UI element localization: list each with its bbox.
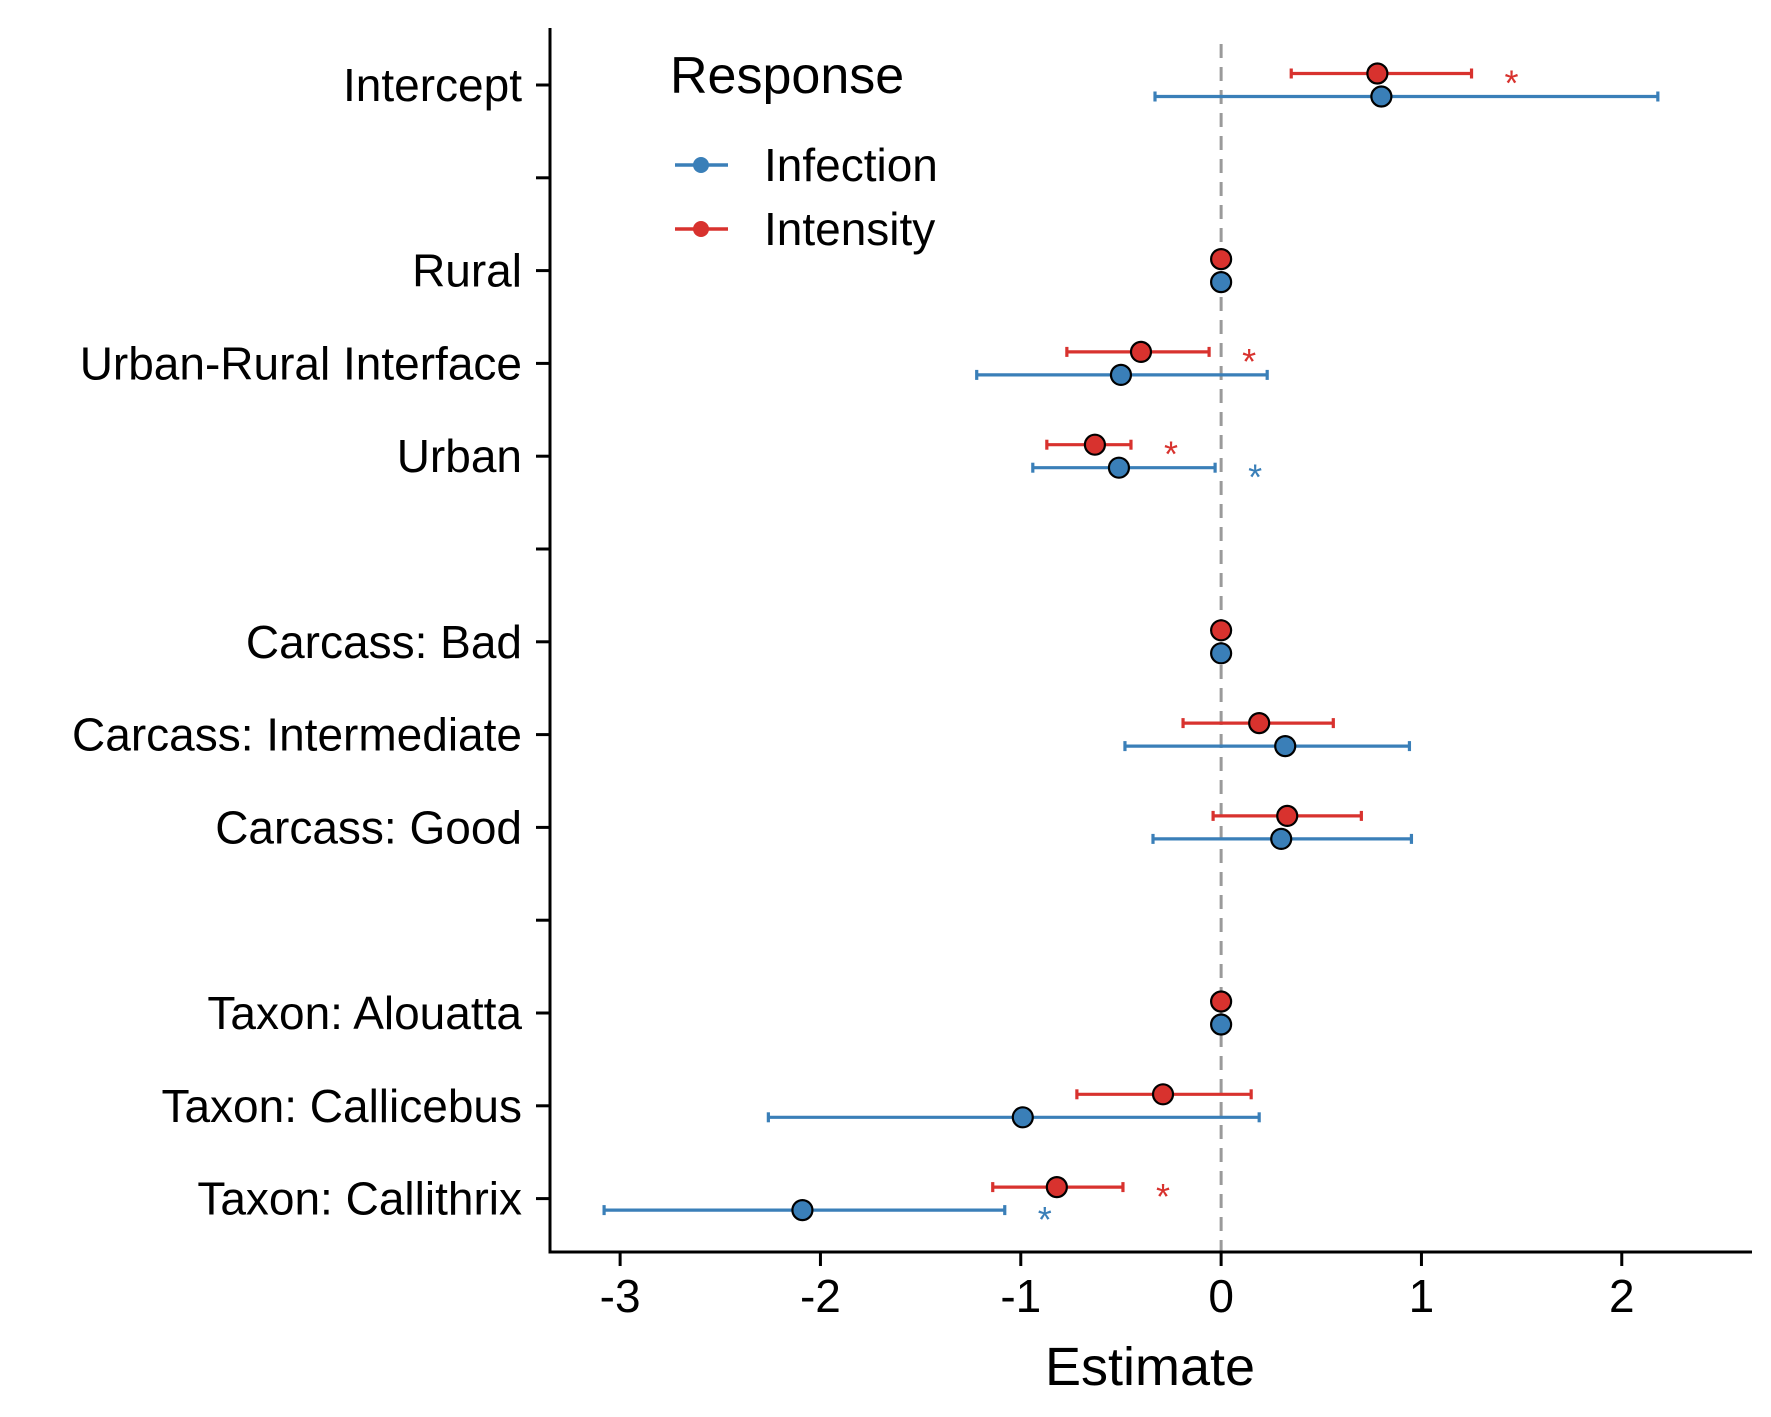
x-tick-label: 1 xyxy=(1409,1270,1435,1322)
plot-area: Intercept Rural Urban-Rural Interface Urban… xyxy=(72,28,1752,1322)
x-tick-label: 0 xyxy=(1208,1270,1234,1322)
intensity-point xyxy=(1045,1175,1068,1199)
x-tick-label: 2 xyxy=(1609,1270,1635,1322)
y-tick-label: Carcass: Intermediate xyxy=(72,709,522,761)
legend: Response Infection Intensity xyxy=(670,47,938,255)
legend-label-intensity: Intensity xyxy=(764,203,935,255)
intensity-significance-star: * xyxy=(1505,63,1519,104)
y-tick-label: Carcass: Good xyxy=(215,801,522,853)
y-tick-label: Taxon: Callithrix xyxy=(197,1173,522,1225)
infection-point xyxy=(1274,734,1297,758)
intensity-significance-star: * xyxy=(1242,341,1256,382)
y-tick-label: Urban-Rural Interface xyxy=(80,337,522,389)
infection-point xyxy=(1011,1106,1034,1129)
infection-point xyxy=(1210,1013,1233,1036)
y-tick-label: Urban xyxy=(397,430,522,482)
infection-point xyxy=(1370,85,1393,108)
y-tick-label: Intercept xyxy=(343,59,522,111)
intensity-point xyxy=(1248,711,1271,735)
intensity-significance-star: * xyxy=(1164,434,1178,475)
infection-point xyxy=(791,1198,814,1222)
infection-point xyxy=(1210,642,1233,665)
y-tick-label: Rural xyxy=(412,245,522,297)
intensity-point xyxy=(1129,340,1153,363)
intensity-point xyxy=(1151,1083,1175,1106)
x-tick-label: -1 xyxy=(1000,1270,1041,1322)
x-tick-label: -2 xyxy=(800,1270,841,1322)
intensity-point xyxy=(1210,990,1233,1013)
legend-label-infection: Infection xyxy=(764,139,938,191)
legend-key-point-intensity xyxy=(693,221,709,237)
intensity-point xyxy=(1210,248,1233,271)
infection-point xyxy=(1107,456,1131,479)
y-tick-label: Carcass: Bad xyxy=(246,616,522,668)
x-tick-label: -3 xyxy=(600,1270,641,1322)
legend-key-point-infection xyxy=(693,157,709,173)
y-tick-label: Taxon: Callicebus xyxy=(161,1080,522,1132)
infection-significance-star: * xyxy=(1038,1199,1052,1240)
legend-title: Response xyxy=(670,47,904,105)
infection-point xyxy=(1109,363,1133,386)
infection-point xyxy=(1210,271,1233,294)
y-tick-label: Taxon: Alouatta xyxy=(207,987,522,1039)
intensity-significance-star: * xyxy=(1156,1176,1170,1217)
intensity-point xyxy=(1083,433,1107,456)
intensity-point xyxy=(1366,62,1389,85)
x-axis-title: Estimate xyxy=(1045,1337,1255,1397)
infection-point xyxy=(1270,827,1293,851)
intensity-point xyxy=(1210,619,1233,642)
infection-significance-star: * xyxy=(1248,457,1262,498)
intensity-point xyxy=(1276,804,1299,828)
